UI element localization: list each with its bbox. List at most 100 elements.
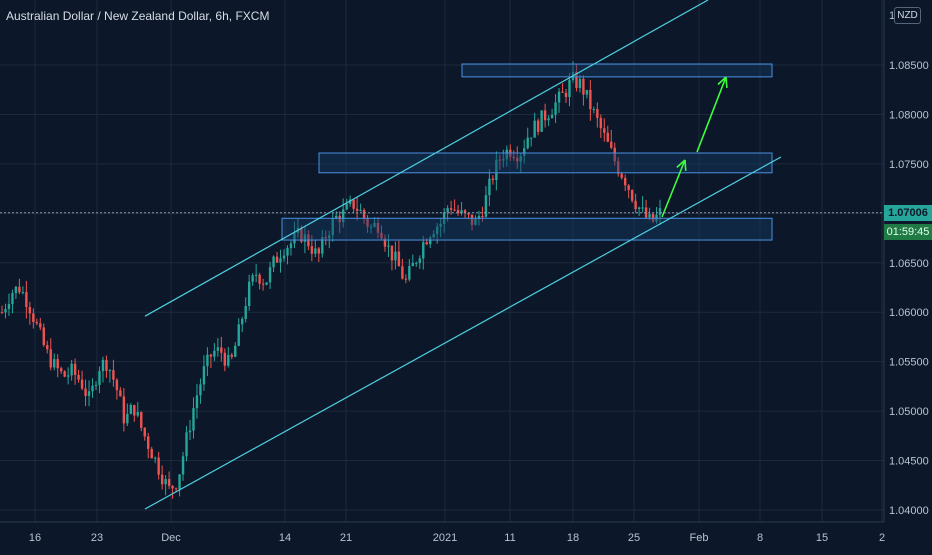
candle-body <box>143 427 146 437</box>
candle-body <box>39 323 42 328</box>
candle-body <box>59 368 63 372</box>
candle-body <box>648 214 651 218</box>
candle-body <box>627 185 630 191</box>
candle-body <box>429 237 432 245</box>
grid-lines <box>0 0 884 522</box>
price-tick-label: 1.08000 <box>889 109 929 121</box>
time-tick-label: 25 <box>628 532 640 544</box>
candle-body <box>446 208 449 213</box>
price-tick-label: 1.04000 <box>889 505 929 517</box>
currency-selector[interactable]: NZD <box>894 7 921 24</box>
candle-body <box>188 430 192 433</box>
candle-body <box>261 283 265 285</box>
candle-body <box>603 128 606 133</box>
candle-body <box>366 217 369 227</box>
candle-body <box>223 352 227 366</box>
time-tick-label: 15 <box>816 532 828 544</box>
candle-body <box>362 210 366 218</box>
candle-body <box>49 349 52 368</box>
candle-body <box>554 102 557 115</box>
candle-body <box>425 242 428 245</box>
candle-body <box>185 432 188 457</box>
candle-body <box>599 117 603 129</box>
candle-body <box>331 218 334 236</box>
projection-arrow-line <box>696 76 727 153</box>
candle-body <box>394 251 397 261</box>
candle-body <box>7 304 11 309</box>
candle-body <box>209 354 213 357</box>
candle-body <box>561 91 564 93</box>
candle-body <box>73 363 77 375</box>
candle-body <box>241 318 244 325</box>
candle-body <box>272 256 275 268</box>
candle-body <box>101 359 105 372</box>
candle-body <box>505 149 509 160</box>
candle-body <box>341 209 345 223</box>
candle-body <box>418 258 421 263</box>
candle-body <box>32 313 35 322</box>
candle-body <box>467 213 470 215</box>
candle-body <box>122 396 126 424</box>
candle-body <box>150 448 153 459</box>
time-tick-label: 8 <box>757 532 763 544</box>
time-tick-label: 14 <box>279 532 291 544</box>
candle-body <box>153 457 157 459</box>
candle-body <box>359 210 362 212</box>
candle-body <box>230 354 233 357</box>
candle-body <box>623 177 627 186</box>
candle-body <box>324 237 327 239</box>
time-tick-label: 2 <box>879 532 885 544</box>
candle-body <box>523 148 526 156</box>
candle-body <box>91 385 94 392</box>
candle-body <box>25 292 28 308</box>
candle-body <box>606 132 609 142</box>
projection-arrows <box>661 76 728 218</box>
candle-body <box>195 395 199 409</box>
candle-body <box>408 266 411 280</box>
candle-body <box>147 436 150 449</box>
candle-body <box>254 274 258 276</box>
candle-body <box>369 226 373 228</box>
candle-body <box>512 156 515 158</box>
time-tick-label: 18 <box>567 532 579 544</box>
current-price-tag: 1.07006 <box>884 204 932 221</box>
ascending-channel <box>144 0 782 510</box>
candle-body <box>115 379 119 391</box>
candle-body <box>0 312 4 314</box>
candle-body <box>596 109 599 118</box>
candle-body <box>634 200 637 210</box>
candle-body <box>404 278 408 280</box>
candle-body <box>227 354 230 366</box>
candle-body <box>658 208 662 215</box>
candle-body <box>529 137 533 139</box>
candle-body <box>192 408 195 431</box>
candle-body <box>164 479 167 485</box>
candle-body <box>481 216 484 218</box>
price-tick-label: 1.04500 <box>889 456 929 468</box>
candle-body <box>474 219 477 225</box>
candle-body <box>585 89 589 95</box>
candle-body <box>251 275 254 282</box>
candle-body <box>167 479 171 486</box>
price-tick-label: 1.07500 <box>889 159 929 171</box>
candle-body <box>126 413 129 424</box>
candle-body <box>237 324 240 346</box>
candle-body <box>328 235 331 239</box>
price-zone-box <box>318 152 773 174</box>
candle-body <box>543 110 547 121</box>
channel-lower-line <box>144 156 782 510</box>
candle-body <box>174 488 178 490</box>
time-tick-label: Feb <box>690 532 709 544</box>
candle-body <box>338 215 341 223</box>
candle-body <box>536 120 540 132</box>
candle-body <box>422 242 425 259</box>
candle-body <box>293 232 296 244</box>
candle-body <box>268 267 272 283</box>
candle-body <box>463 210 467 214</box>
candle-body <box>213 350 216 357</box>
candle-body <box>460 210 463 214</box>
candle-body <box>488 178 491 196</box>
candle-body <box>495 159 498 181</box>
